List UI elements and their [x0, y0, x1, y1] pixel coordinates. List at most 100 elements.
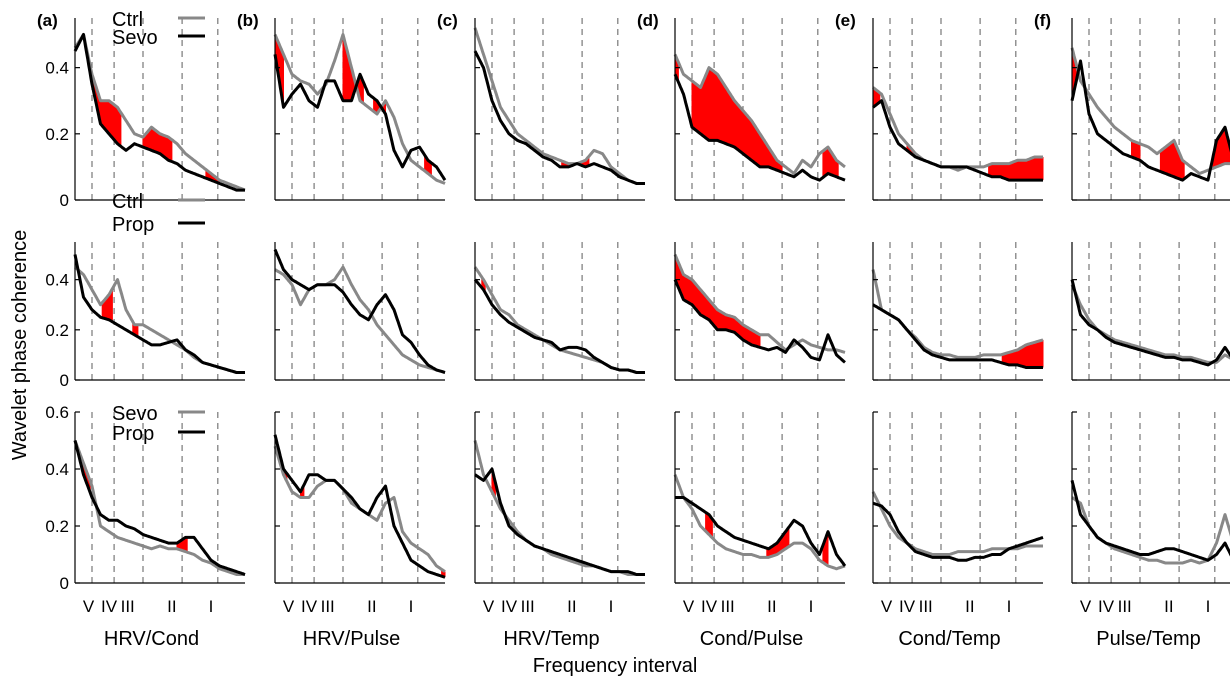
panel-pulse-temp-row-2	[1070, 242, 1230, 381]
series-line-sevo	[673, 474, 846, 571]
series-line-sevo	[872, 99, 1044, 182]
y-tick-label: 0.4	[45, 460, 69, 479]
interval-label-II: II	[567, 597, 576, 616]
series-line-ctrl	[74, 265, 246, 374]
interval-label-IV: IV	[501, 597, 518, 616]
legend-label-prop: Prop	[112, 423, 154, 445]
y-tick-label: 0.2	[45, 125, 69, 144]
series-line-ctrl	[673, 253, 846, 354]
panel-letter: (e)	[835, 11, 856, 30]
interval-label-V: V	[881, 597, 893, 616]
interval-label-V: V	[83, 597, 95, 616]
panel-hrv-temp-row-1: (c)	[437, 11, 646, 201]
interval-label-II: II	[167, 597, 176, 616]
series-line-ctrl	[73, 33, 246, 192]
y-tick-label: 0	[60, 191, 69, 210]
interval-label-II: II	[1164, 597, 1173, 616]
significance-region-1	[872, 87, 881, 108]
significance-region-3	[822, 147, 839, 178]
series-line-sevo	[73, 33, 246, 192]
interval-label-II: II	[367, 597, 376, 616]
significance-region-2	[691, 67, 783, 173]
panel-letter: (c)	[437, 11, 458, 30]
y-tick-label: 0	[60, 574, 69, 593]
significance-region-3	[1001, 339, 1044, 368]
y-tick-label: 0.2	[45, 321, 69, 340]
series-line-ctrl	[473, 27, 646, 185]
series-line-prop	[474, 467, 646, 576]
interval-label-II: II	[767, 597, 776, 616]
series-line-prop	[273, 434, 446, 579]
series-line-prop	[674, 496, 847, 567]
significance-region-3	[1159, 140, 1185, 181]
significance-region-3	[988, 156, 1044, 181]
panel-hrv-temp-row-2	[473, 242, 646, 381]
interval-label-I: I	[809, 597, 814, 616]
interval-label-IV: IV	[301, 597, 318, 616]
panel-hrv-pulse-row-2	[273, 242, 446, 381]
interval-label-I: I	[409, 597, 414, 616]
series-line-prop	[673, 278, 846, 364]
panel-cond-pulse-row-2	[673, 242, 846, 381]
series-line-prop	[872, 501, 1044, 562]
series-line-sevo	[1071, 496, 1230, 565]
panel-letter: (d)	[637, 11, 659, 30]
panel-letter: (b)	[237, 11, 259, 30]
interval-label-I: I	[1007, 597, 1012, 616]
series-line-sevo	[871, 491, 1044, 556]
legend-label-prop: Prop	[112, 214, 154, 236]
series-line-ctrl	[473, 266, 646, 374]
column-title: Pulse/Temp	[1096, 628, 1201, 650]
legend-label-sevo: Sevo	[112, 403, 158, 425]
series-line-ctrl	[273, 33, 446, 185]
y-tick-label: 0.4	[45, 59, 69, 78]
y-axis-title: Wavelet phase coherence	[9, 230, 31, 461]
series-line-sevo	[1070, 59, 1230, 182]
interval-label-III: III	[121, 597, 135, 616]
significance-region-1	[101, 288, 113, 322]
interval-label-V: V	[483, 597, 495, 616]
interval-label-IV: IV	[101, 597, 118, 616]
interval-label-V: V	[683, 597, 695, 616]
interval-label-III: III	[1118, 597, 1132, 616]
series-line-prop	[872, 303, 1044, 369]
interval-label-V: V	[283, 597, 295, 616]
interval-label-IV: IV	[899, 597, 916, 616]
series-line-prop	[1070, 480, 1230, 562]
series-line-sevo	[73, 439, 246, 576]
legend-label-ctrl: Ctrl	[112, 9, 143, 31]
interval-label-III: III	[721, 597, 735, 616]
significance-region-2	[1131, 140, 1141, 161]
column-title: HRV/Pulse	[303, 628, 400, 650]
significance-region-2	[142, 127, 173, 162]
series-line-ctrl	[673, 53, 846, 175]
series-line-prop	[73, 254, 246, 374]
y-tick-label: 0.6	[45, 403, 69, 422]
legend-label-sevo: Sevo	[112, 27, 158, 49]
series-line-ctrl	[274, 265, 446, 374]
series-line-ctrl	[1070, 47, 1230, 175]
significance-region-4	[1212, 127, 1230, 169]
series-line-ctrl	[871, 269, 1044, 359]
panel-pulse-temp-row-1: (f)	[1034, 11, 1230, 201]
interval-label-III: III	[321, 597, 335, 616]
interval-label-I: I	[1206, 597, 1211, 616]
column-title: HRV/Cond	[104, 628, 199, 650]
panel-cond-temp-row-1: (e)	[835, 11, 1044, 201]
y-tick-label: 0	[60, 371, 69, 390]
series-line-prop	[73, 440, 246, 576]
panel-letter: (a)	[37, 11, 58, 30]
significance-region-1	[674, 254, 761, 348]
series-line-sevo	[473, 50, 646, 185]
